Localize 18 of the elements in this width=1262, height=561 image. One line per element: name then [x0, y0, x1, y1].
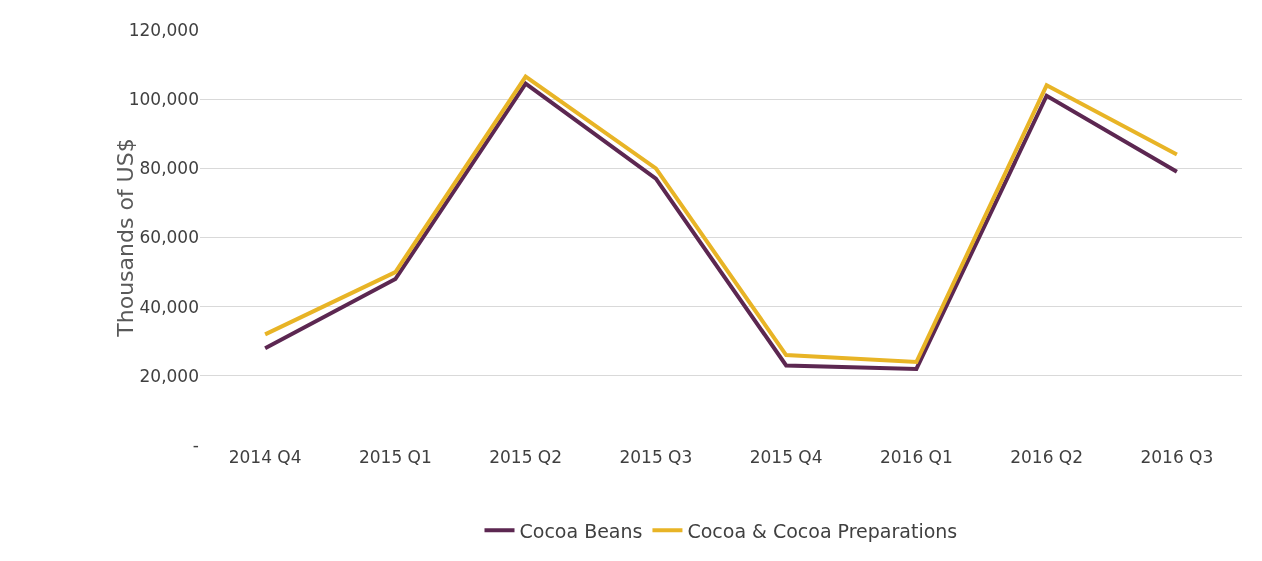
x-tick-label: 2016 Q2 — [1010, 447, 1084, 467]
y-tick-label: - — [192, 434, 199, 455]
y-tick-label: 120,000 — [128, 19, 199, 40]
y-tick-label: 40,000 — [139, 296, 199, 317]
y-tick-label: 100,000 — [128, 89, 199, 110]
y-tick-label: 60,000 — [139, 227, 199, 248]
x-tick-label: 2015 Q2 — [489, 447, 563, 467]
legend-label: Cocoa & Cocoa Preparations — [687, 519, 958, 542]
y-tick-label: 80,000 — [139, 158, 199, 179]
y-axis-title: Thousands of US$ — [112, 138, 138, 338]
legend-label: Cocoa Beans — [519, 519, 643, 542]
x-tick-label: 2015 Q3 — [619, 447, 693, 467]
x-tick-label: 2015 Q4 — [749, 447, 823, 467]
x-tick-label: 2014 Q4 — [228, 447, 302, 467]
x-tick-label: 2015 Q1 — [358, 447, 432, 467]
y-tick-label: 20,000 — [139, 365, 199, 386]
x-tick-label: 2016 Q1 — [879, 447, 953, 467]
x-tick-label: 2016 Q3 — [1140, 447, 1214, 467]
